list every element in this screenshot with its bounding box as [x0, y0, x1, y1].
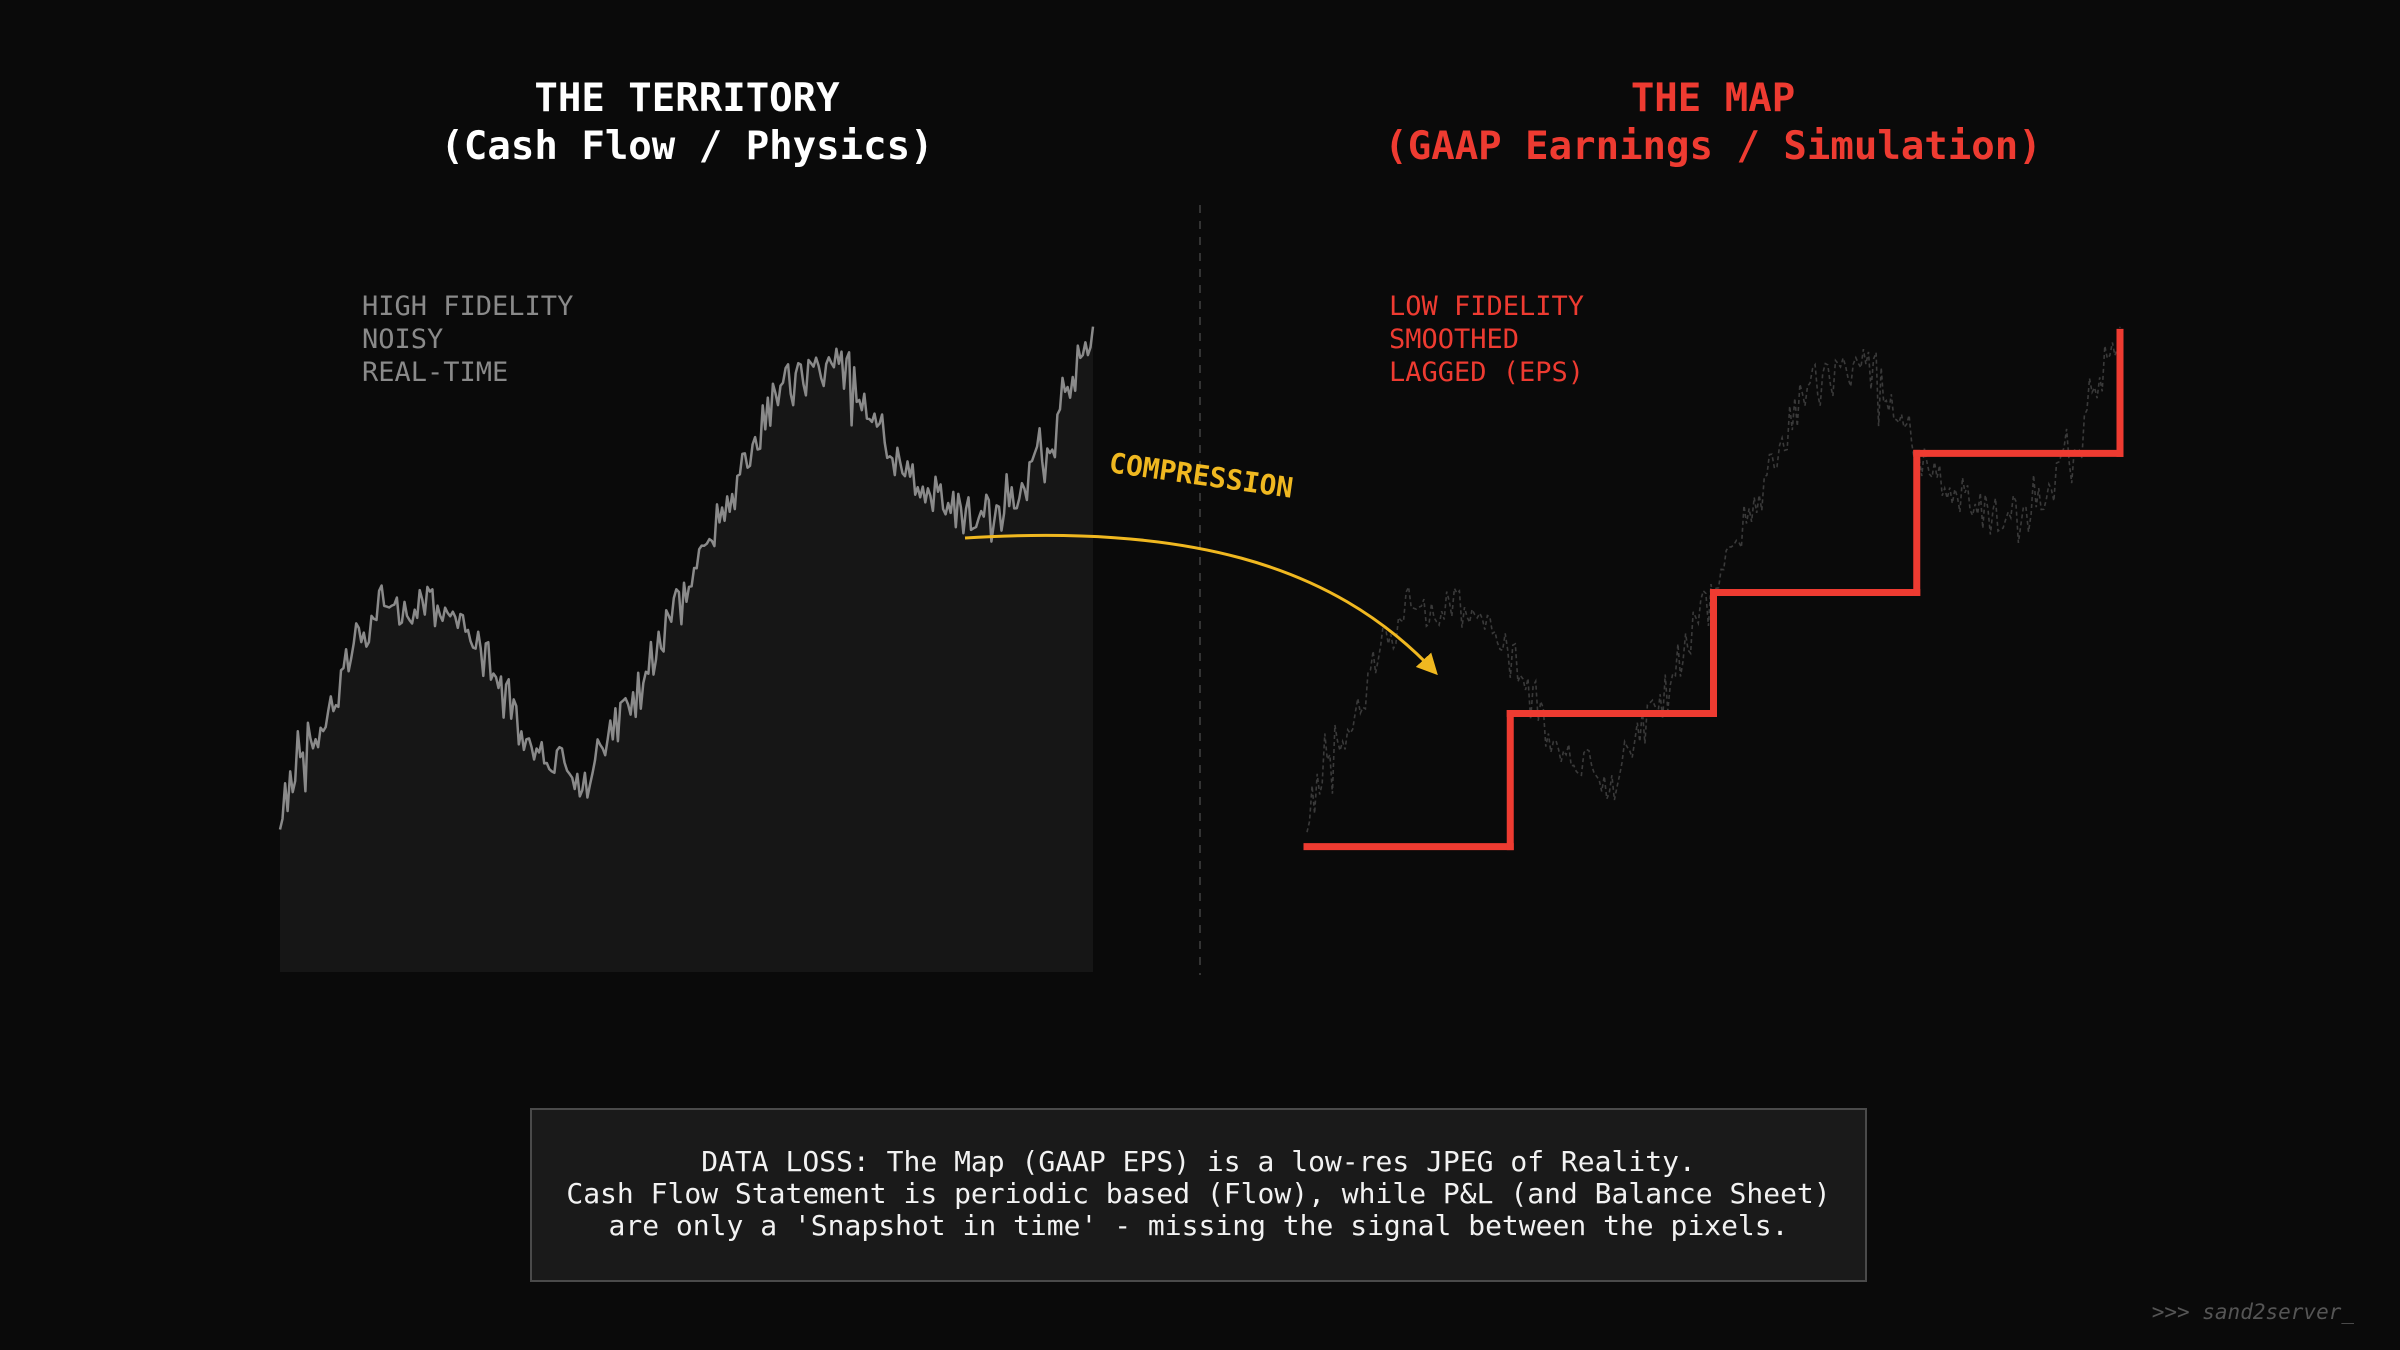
signature: >>> sand2server_	[2151, 1300, 2354, 1324]
map-label: LAGGED (EPS)	[1389, 357, 1585, 388]
map-step-series	[1303, 328, 2124, 851]
map-label: SMOOTHED	[1389, 324, 1520, 355]
territory-title-main: THE TERRITORY	[534, 76, 840, 121]
note-line: Cash Flow Statement is periodic based (F…	[566, 1177, 1831, 1210]
map-ghost-series-line	[1306, 326, 2121, 833]
compression-label: COMPRESSION	[1107, 446, 1295, 504]
map-title-main: THE MAP	[1630, 76, 1796, 121]
data-loss-note: DATA LOSS: The Map (GAAP EPS) is a low-r…	[530, 1108, 1867, 1282]
territory-label: NOISY	[362, 324, 444, 355]
map-label: LOW FIDELITY	[1389, 291, 1585, 322]
note-line: DATA LOSS: The Map (GAAP EPS) is a low-r…	[701, 1145, 1696, 1178]
territory-area-fill	[280, 326, 1093, 973]
territory-labels: HIGH FIDELITY NOISY REAL-TIME	[362, 290, 573, 389]
note-line: are only a 'Snapshot in time' - missing …	[608, 1209, 1789, 1242]
territory-series-line	[278, 326, 1095, 830]
territory-title-sub: (Cash Flow / Physics)	[440, 124, 934, 169]
territory-label: HIGH FIDELITY	[362, 291, 574, 322]
territory-label: REAL-TIME	[362, 357, 509, 388]
territory-title: THE TERRITORY (Cash Flow / Physics)	[187, 75, 1187, 171]
map-title: THE MAP (GAAP Earnings / Simulation)	[1213, 75, 2213, 171]
compression-arrow	[964, 533, 1438, 676]
map-labels: LOW FIDELITY SMOOTHED LAGGED (EPS)	[1389, 290, 1584, 389]
map-title-sub: (GAAP Earnings / Simulation)	[1384, 124, 2042, 169]
